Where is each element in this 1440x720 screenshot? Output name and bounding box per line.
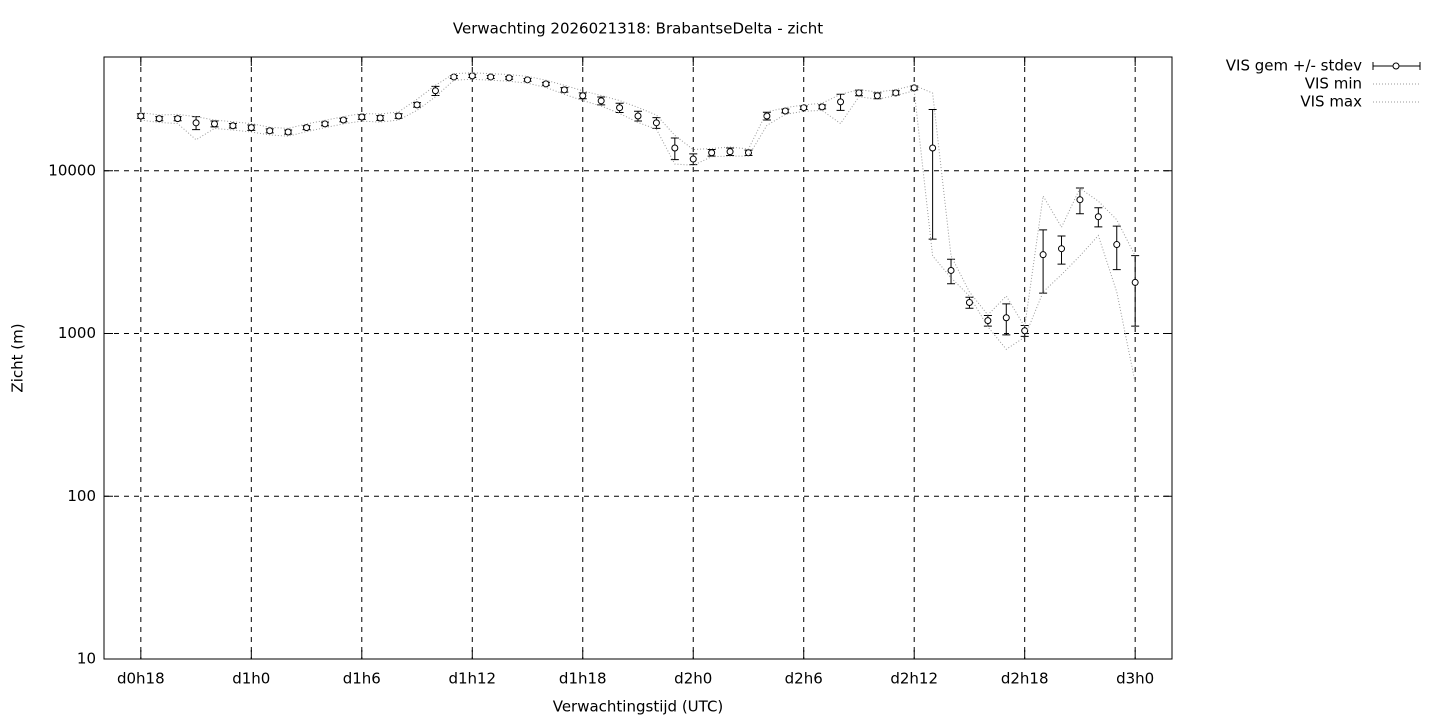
mean-point [616, 104, 624, 112]
mean-point [1094, 213, 1102, 221]
mean-point [873, 92, 881, 100]
mean-point [671, 144, 679, 152]
x-axis-label: Verwachtingstijd (UTC) [553, 698, 724, 716]
mean-point [763, 112, 771, 120]
chart-title: Verwachting 2026021318: BrabantseDelta -… [453, 20, 823, 38]
y-tick-label: 1000 [58, 324, 96, 342]
mean-point [247, 124, 255, 132]
legend-label: VIS gem +/- stdev [1226, 57, 1362, 75]
mean-point [505, 74, 513, 82]
mean-point [947, 266, 955, 274]
x-tick-label: d0h18 [117, 670, 165, 688]
mean-point [487, 73, 495, 81]
mean-point [1113, 241, 1121, 249]
legend-label: VIS max [1300, 93, 1362, 111]
mean-point [413, 101, 421, 109]
error-bar [1131, 255, 1140, 327]
mean-point [1058, 245, 1066, 253]
mean-point [1131, 278, 1139, 286]
x-tick-label: d1h0 [232, 670, 270, 688]
mean-point [726, 148, 734, 156]
error-bar [1039, 229, 1048, 294]
mean-point [1039, 251, 1047, 259]
plot-frame [103, 56, 1173, 660]
x-tick-label: d1h6 [343, 670, 381, 688]
y-tick-label: 10000 [48, 161, 96, 179]
legend-swatch [1392, 62, 1400, 70]
x-tick-label: d3h0 [1116, 670, 1154, 688]
mean-point [855, 89, 863, 97]
mean-point [321, 120, 329, 128]
mean-point [560, 86, 568, 94]
mean-point [395, 112, 403, 120]
mean-point [155, 115, 163, 123]
mean-point [266, 127, 274, 135]
y-tick-label: 100 [67, 487, 96, 505]
mean-point [837, 98, 845, 106]
error-bar [928, 108, 937, 240]
mean-point [431, 87, 439, 95]
mean-point [284, 128, 292, 136]
mean-point [468, 72, 476, 80]
mean-point [965, 299, 973, 307]
x-tick-label: d2h0 [674, 670, 712, 688]
mean-point [303, 124, 311, 132]
mean-point [210, 120, 218, 128]
x-tick-label: d1h12 [448, 670, 496, 688]
y-tick-label: 10 [77, 650, 96, 668]
mean-point [818, 103, 826, 111]
x-tick-label: d2h6 [785, 670, 823, 688]
mean-point [376, 114, 384, 122]
range-line [140, 72, 1136, 329]
mean-point [174, 115, 182, 123]
mean-point [137, 112, 145, 120]
mean-point [634, 112, 642, 120]
mean-point [708, 149, 716, 157]
mean-point [744, 149, 752, 157]
mean-point [192, 119, 200, 127]
y-axis-label: Zicht (m) [9, 323, 27, 392]
mean-point [597, 97, 605, 105]
mean-point [929, 144, 937, 152]
mean-point [984, 317, 992, 325]
mean-point [781, 107, 789, 115]
mean-point [689, 155, 697, 163]
mean-point [892, 89, 900, 97]
mean-point [524, 76, 532, 84]
mean-point [652, 119, 660, 127]
x-tick-label: d1h18 [559, 670, 607, 688]
x-tick-label: d2h12 [890, 670, 938, 688]
x-tick-label: d2h18 [1001, 670, 1049, 688]
legend-label: VIS min [1305, 75, 1362, 93]
mean-point [1076, 196, 1084, 204]
mean-point [229, 122, 237, 130]
range-line [140, 78, 1136, 383]
mean-point [800, 104, 808, 112]
mean-point [542, 80, 550, 88]
mean-point [358, 113, 366, 121]
mean-point [339, 116, 347, 124]
mean-point [450, 73, 458, 81]
mean-point [1002, 314, 1010, 322]
mean-point [579, 92, 587, 100]
